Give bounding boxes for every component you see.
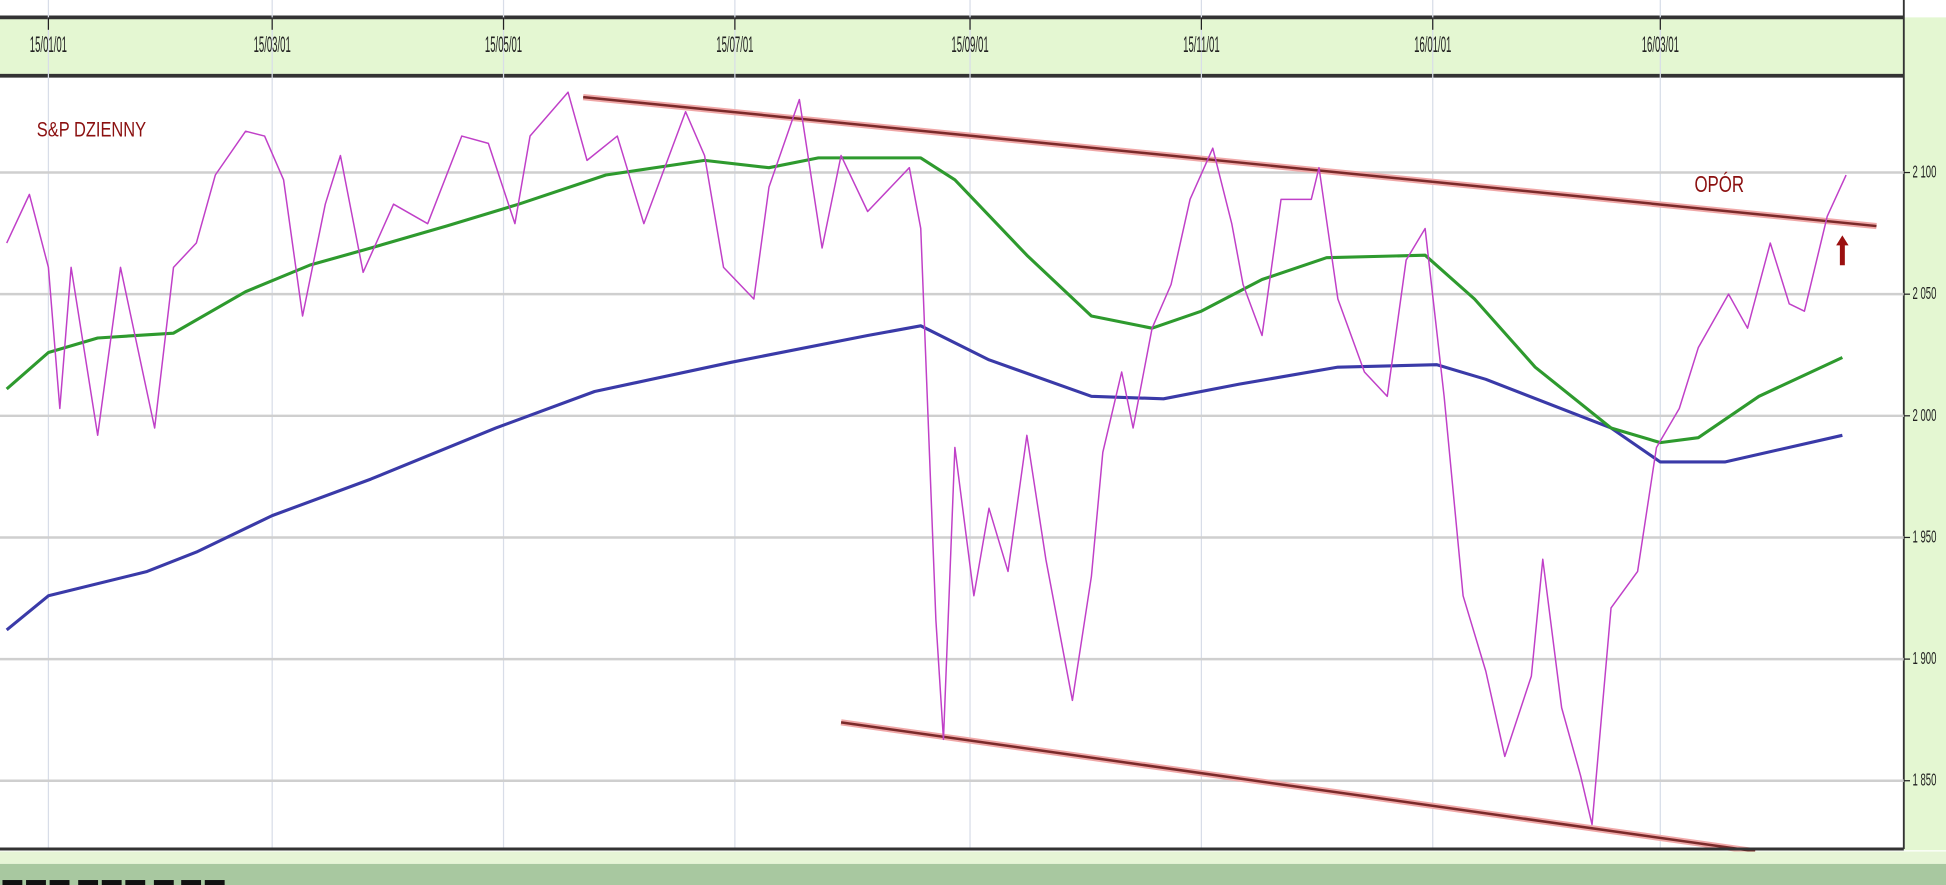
x-axis-band bbox=[0, 17, 1946, 75]
x-tick-label: 16/01/01 bbox=[1414, 33, 1451, 58]
series-line-ma-long bbox=[5, 324, 1843, 632]
toolbar-button[interactable] bbox=[26, 880, 46, 885]
y-tick-label: 1 900 bbox=[1912, 649, 1936, 669]
y-tick-label: 2 100 bbox=[1912, 163, 1936, 183]
series-line-price bbox=[6, 91, 1847, 826]
toolbar-button[interactable] bbox=[204, 880, 225, 885]
x-tick-label: 16/03/01 bbox=[1642, 33, 1679, 58]
bottom-band bbox=[0, 851, 1946, 864]
toolbar-button[interactable] bbox=[78, 880, 99, 885]
resistance-annotation: OPÓR bbox=[1694, 171, 1744, 197]
x-tick-label: 15/09/01 bbox=[951, 33, 988, 58]
toolbar-button[interactable] bbox=[101, 880, 122, 885]
toolbar-button[interactable] bbox=[181, 880, 202, 885]
trend-line-support bbox=[840, 721, 1756, 853]
toolbar-button[interactable] bbox=[49, 880, 70, 885]
arrow-up-icon bbox=[1836, 235, 1849, 266]
toolbar-button[interactable] bbox=[153, 880, 174, 885]
x-tick-label: 15/05/01 bbox=[485, 33, 522, 58]
toolbar-buttons[interactable] bbox=[2, 880, 225, 885]
bottom-toolbar bbox=[0, 863, 1946, 885]
chart-title: S&P DZIENNY bbox=[37, 119, 147, 142]
series-line-ma-short bbox=[5, 156, 1844, 445]
x-tick-label: 15/07/01 bbox=[716, 33, 753, 58]
y-tick-label: 2 000 bbox=[1912, 406, 1936, 426]
x-tick-label: 15/03/01 bbox=[254, 33, 291, 58]
top-strip bbox=[0, 0, 1946, 18]
y-tick-label: 2 050 bbox=[1912, 284, 1936, 304]
toolbar-button[interactable] bbox=[125, 880, 146, 885]
toolbar-button[interactable] bbox=[2, 880, 23, 885]
plot-area bbox=[0, 76, 1904, 848]
y-tick-label: 1 950 bbox=[1912, 527, 1936, 547]
trend-line-resistance bbox=[583, 95, 1877, 228]
y-tick-label: 1 850 bbox=[1912, 771, 1936, 791]
y-axis-band bbox=[1903, 74, 1946, 851]
x-tick-label: 15/01/01 bbox=[30, 33, 67, 58]
x-tick-label: 15/11/01 bbox=[1183, 33, 1219, 58]
